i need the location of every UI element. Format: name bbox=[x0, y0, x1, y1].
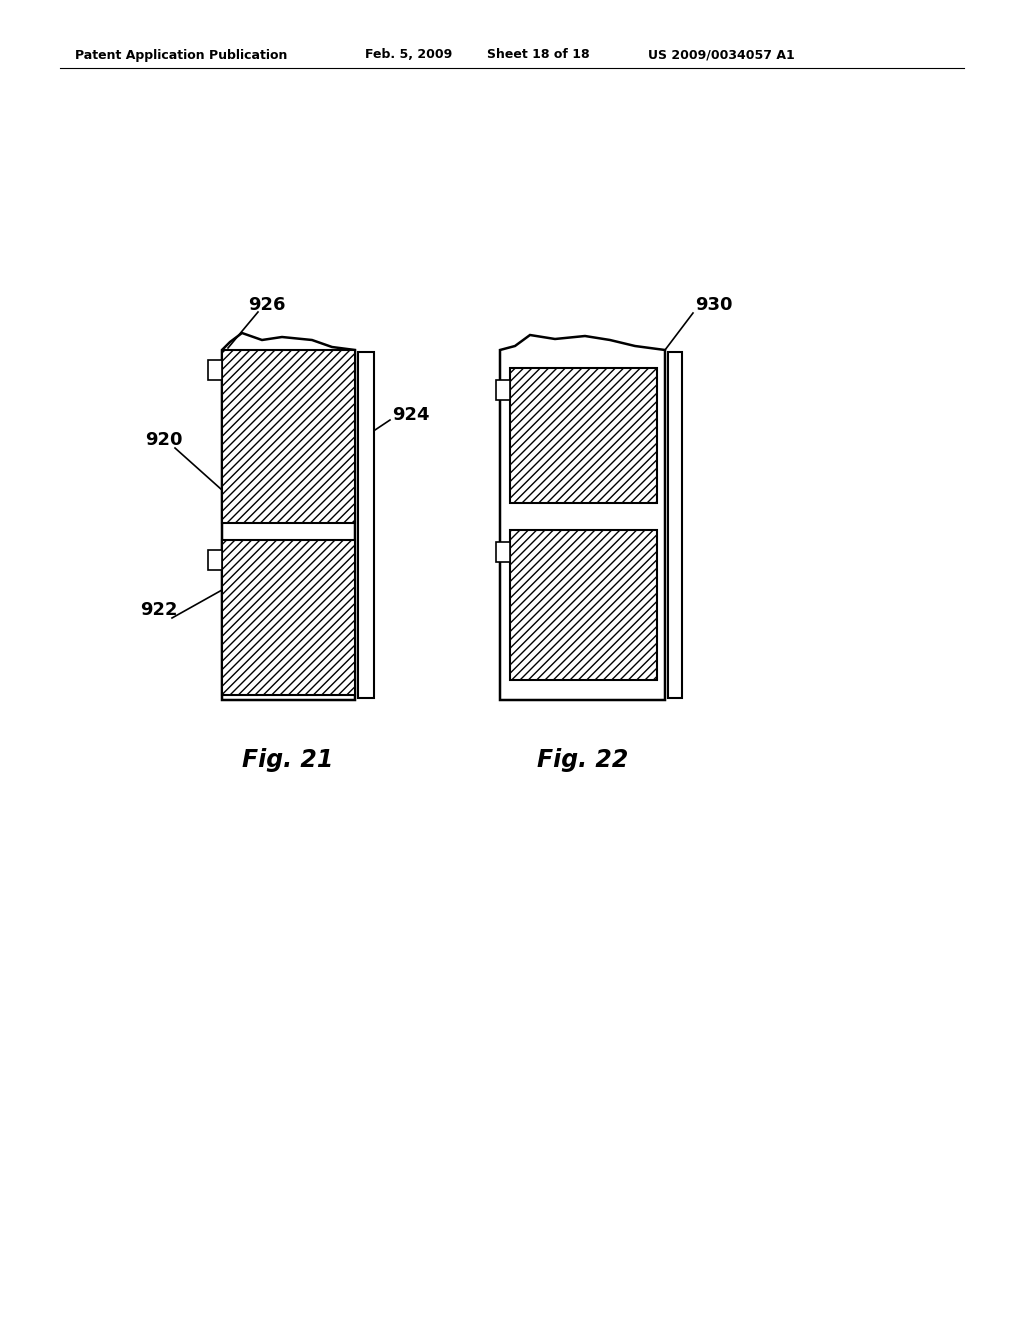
Bar bbox=[510, 368, 657, 503]
Text: Fig. 21: Fig. 21 bbox=[243, 748, 334, 772]
Text: 920: 920 bbox=[145, 432, 182, 449]
Polygon shape bbox=[500, 335, 665, 700]
Bar bbox=[208, 360, 222, 380]
Bar bbox=[510, 531, 657, 680]
Bar bbox=[496, 543, 510, 562]
Bar bbox=[358, 352, 374, 698]
Text: 926: 926 bbox=[248, 296, 286, 314]
Text: Feb. 5, 2009: Feb. 5, 2009 bbox=[365, 49, 453, 62]
Text: US 2009/0034057 A1: US 2009/0034057 A1 bbox=[648, 49, 795, 62]
Text: 930: 930 bbox=[695, 296, 732, 314]
Polygon shape bbox=[222, 333, 355, 700]
Text: Patent Application Publication: Patent Application Publication bbox=[75, 49, 288, 62]
Text: 922: 922 bbox=[140, 601, 177, 619]
Bar bbox=[222, 350, 355, 523]
Text: Fig. 22: Fig. 22 bbox=[538, 748, 629, 772]
Bar bbox=[668, 352, 682, 698]
Bar bbox=[222, 540, 355, 696]
Bar bbox=[208, 550, 222, 570]
Text: 924: 924 bbox=[392, 407, 429, 424]
Bar bbox=[496, 380, 510, 400]
Text: Sheet 18 of 18: Sheet 18 of 18 bbox=[487, 49, 590, 62]
